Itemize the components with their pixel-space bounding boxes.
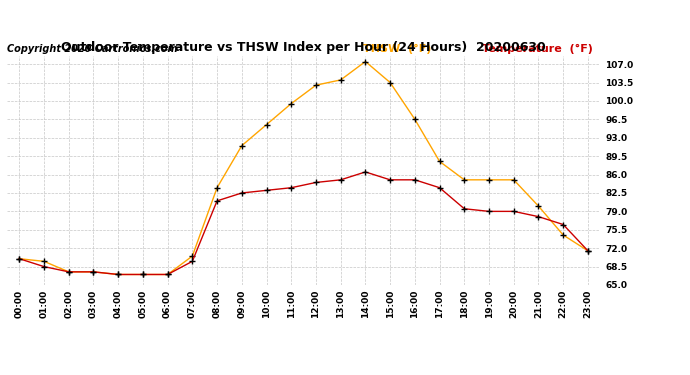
- Text: THSW  (°F): THSW (°F): [363, 44, 431, 54]
- Text: Copyright 2020 Cartronics.com: Copyright 2020 Cartronics.com: [7, 44, 177, 54]
- Text: Temperature  (°F): Temperature (°F): [482, 44, 593, 54]
- Title: Outdoor Temperature vs THSW Index per Hour (24 Hours)  20200630: Outdoor Temperature vs THSW Index per Ho…: [61, 41, 546, 54]
